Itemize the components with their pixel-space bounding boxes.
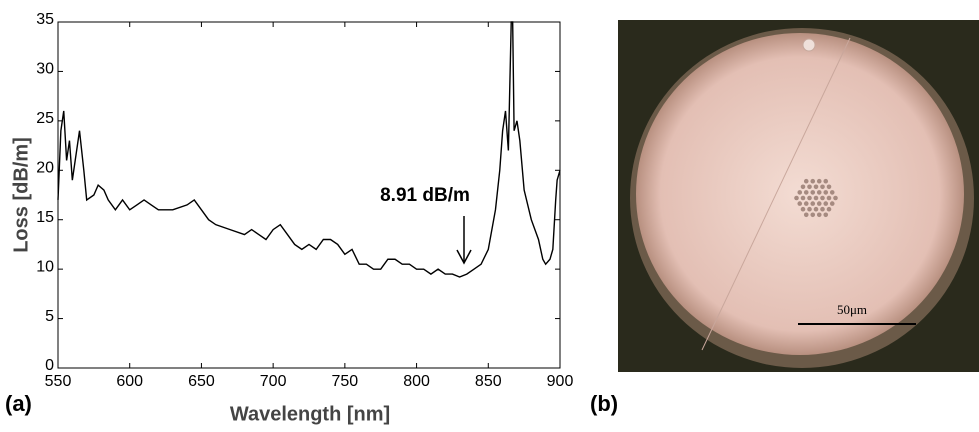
scale-bar-label: 50μm xyxy=(837,302,867,317)
x-tick-label: 550 xyxy=(45,373,72,390)
x-tick-label: 700 xyxy=(260,373,287,390)
x-tick-label: 750 xyxy=(332,373,359,390)
plot-frame xyxy=(57,21,561,369)
y-tick-label: 30 xyxy=(36,61,54,78)
y-tick-label: 5 xyxy=(45,308,54,325)
y-axis-label: Loss [dB/m] xyxy=(10,137,32,253)
x-tick-label: 800 xyxy=(403,373,430,390)
panel-label: (a) xyxy=(5,391,32,416)
fiber-image xyxy=(618,20,979,372)
panel-label: (b) xyxy=(590,391,618,416)
x-axis-label: Wavelength [nm] xyxy=(230,403,390,425)
y-tick-label: 0 xyxy=(45,357,54,374)
x-tick-label: 600 xyxy=(116,373,143,390)
annotation-arrow xyxy=(456,216,472,265)
y-tick-label: 25 xyxy=(36,110,54,127)
y-tick-label: 15 xyxy=(36,209,54,226)
x-tick-label: 850 xyxy=(475,373,502,390)
x-tick-label: 650 xyxy=(188,373,215,390)
y-tick-label: 35 xyxy=(36,11,54,28)
annotation: 8.91 dB/m xyxy=(380,185,470,206)
y-tick-label: 20 xyxy=(36,160,54,177)
data-line xyxy=(57,21,561,278)
x-tick-label: 900 xyxy=(547,373,574,390)
y-tick-label: 10 xyxy=(36,258,54,275)
